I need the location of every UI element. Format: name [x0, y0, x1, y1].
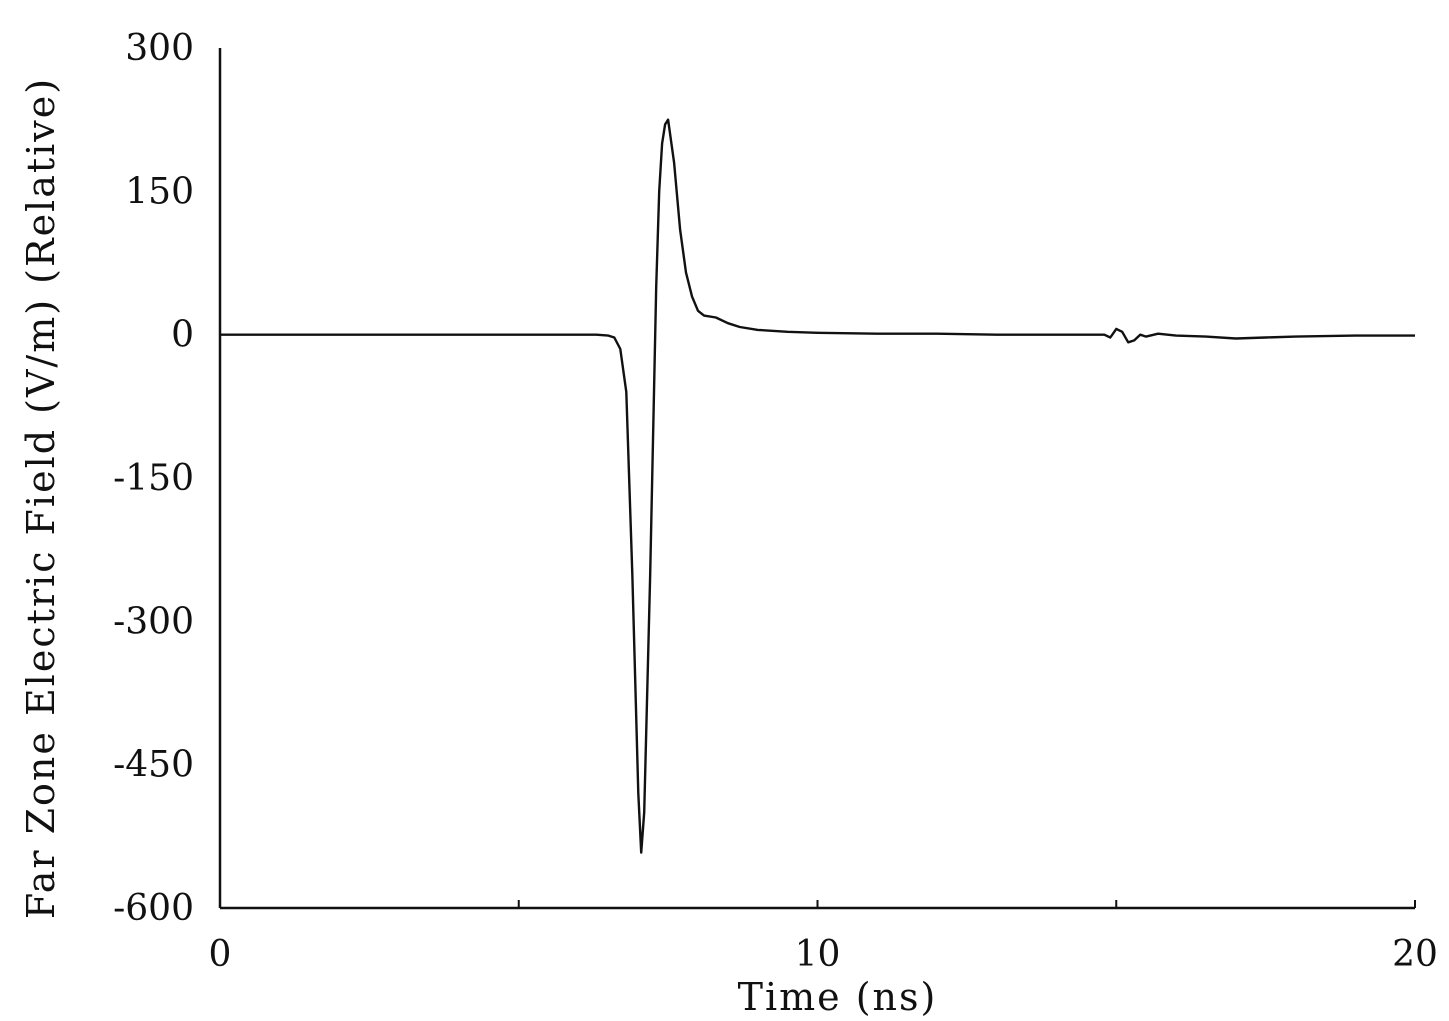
series [220, 118, 1415, 854]
x-axis-title: Time (ns) [738, 975, 938, 1019]
y-axis-title: Far Zone Electric Field (V/m) (Relative) [19, 77, 63, 919]
y-tick-label: -600 [113, 888, 194, 929]
x-tick-label: 10 [795, 934, 841, 975]
series-line [220, 118, 1415, 854]
x-tick-label: 20 [1392, 934, 1438, 975]
tick-labels: 0 10 20 300 150 0 -150 -300 -450 -600 [113, 28, 1438, 975]
axes [218, 48, 1415, 910]
y-tick-label: 150 [125, 171, 194, 212]
y-tick-label: 0 [171, 315, 194, 356]
y-tick-label: 300 [125, 28, 194, 69]
y-tick-label: -450 [113, 745, 194, 786]
y-tick-label: -300 [113, 601, 194, 642]
x-tick-label: 0 [209, 934, 232, 975]
ticks [219, 900, 1416, 908]
y-tick-label: -150 [113, 458, 194, 499]
